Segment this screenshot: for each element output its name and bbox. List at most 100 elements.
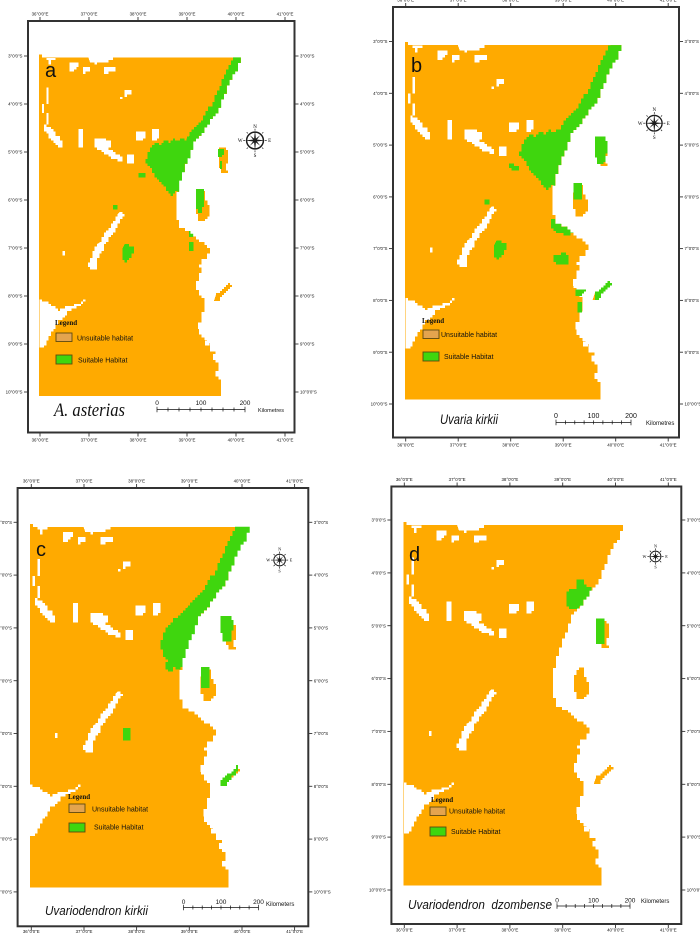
svg-text:b: b bbox=[411, 55, 422, 77]
svg-text:5°0'0"S: 5°0'0"S bbox=[685, 143, 699, 148]
svg-text:6°0'0"S: 6°0'0"S bbox=[685, 195, 699, 200]
svg-text:Kilometers: Kilometers bbox=[641, 899, 669, 905]
svg-text:10°0'0"S: 10°0'0"S bbox=[371, 402, 388, 407]
svg-text:S: S bbox=[653, 136, 656, 141]
svg-text:9°0'0"S: 9°0'0"S bbox=[685, 350, 699, 355]
svg-text:6°0'0"S: 6°0'0"S bbox=[314, 678, 328, 683]
svg-text:36°0'0"E: 36°0'0"E bbox=[23, 929, 40, 934]
svg-text:100: 100 bbox=[588, 413, 600, 420]
svg-text:3°0'0"S: 3°0'0"S bbox=[685, 39, 699, 44]
svg-text:3°0'0"S: 3°0'0"S bbox=[300, 54, 314, 59]
svg-text:100: 100 bbox=[216, 899, 227, 906]
svg-text:S: S bbox=[278, 569, 281, 574]
svg-text:37°0'0"E: 37°0'0"E bbox=[76, 929, 93, 934]
svg-text:36°0'0"E: 36°0'0"E bbox=[397, 443, 414, 448]
svg-text:S: S bbox=[654, 565, 657, 570]
svg-text:Unsuitable habitat: Unsuitable habitat bbox=[77, 336, 133, 343]
svg-text:Uvariodendron dzombense: Uvariodendron dzombense bbox=[408, 897, 552, 912]
svg-text:8°0'0"S: 8°0'0"S bbox=[0, 784, 12, 789]
svg-text:36°0'0"E: 36°0'0"E bbox=[32, 12, 49, 17]
svg-text:Kilometres: Kilometres bbox=[646, 421, 674, 427]
svg-text:41°0'0"E: 41°0'0"E bbox=[660, 928, 677, 933]
svg-text:8°0'0"S: 8°0'0"S bbox=[314, 784, 328, 789]
svg-text:9°0'0"S: 9°0'0"S bbox=[371, 835, 385, 840]
svg-text:4°0'0"S: 4°0'0"S bbox=[8, 102, 22, 107]
svg-text:N: N bbox=[278, 547, 281, 552]
svg-text:39°0'0"E: 39°0'0"E bbox=[181, 929, 198, 934]
svg-text:3°0'0"S: 3°0'0"S bbox=[687, 518, 700, 523]
svg-text:Suitable Habitat: Suitable Habitat bbox=[451, 829, 500, 836]
svg-text:41°0'0"E: 41°0'0"E bbox=[277, 438, 294, 443]
svg-text:6°0'0"S: 6°0'0"S bbox=[8, 198, 22, 203]
svg-text:38°0'0"E: 38°0'0"E bbox=[501, 928, 518, 933]
svg-text:6°0'0"S: 6°0'0"S bbox=[0, 678, 12, 683]
svg-text:E: E bbox=[667, 122, 670, 127]
svg-text:9°0'0"S: 9°0'0"S bbox=[300, 342, 314, 347]
svg-text:W: W bbox=[643, 554, 647, 559]
svg-text:4°0'0"S: 4°0'0"S bbox=[687, 571, 700, 576]
svg-text:38°0'0"E: 38°0'0"E bbox=[502, 443, 519, 448]
svg-text:100: 100 bbox=[588, 898, 599, 905]
svg-text:Unsuitable habitat: Unsuitable habitat bbox=[449, 809, 505, 816]
svg-text:Legend: Legend bbox=[431, 796, 453, 804]
svg-text:3°0'0"S: 3°0'0"S bbox=[371, 518, 385, 523]
svg-text:38°0'0"E: 38°0'0"E bbox=[130, 12, 147, 17]
svg-text:7°0'0"S: 7°0'0"S bbox=[0, 731, 12, 736]
svg-text:E: E bbox=[665, 554, 668, 559]
svg-text:3°0'0"S: 3°0'0"S bbox=[8, 54, 22, 59]
svg-text:0: 0 bbox=[155, 400, 159, 407]
svg-text:40°0'0"E: 40°0'0"E bbox=[607, 443, 624, 448]
svg-text:4°0'0"S: 4°0'0"S bbox=[371, 571, 385, 576]
svg-text:9°0'0"S: 9°0'0"S bbox=[314, 837, 328, 842]
svg-text:W: W bbox=[238, 139, 243, 144]
svg-text:4°0'0"S: 4°0'0"S bbox=[300, 102, 314, 107]
svg-text:10°0'0"S: 10°0'0"S bbox=[687, 888, 700, 893]
svg-text:10°0'0"S: 10°0'0"S bbox=[0, 890, 12, 895]
svg-text:200: 200 bbox=[253, 899, 264, 906]
svg-text:40°0'0"E: 40°0'0"E bbox=[234, 479, 251, 484]
svg-text:8°0'0"S: 8°0'0"S bbox=[373, 298, 387, 303]
svg-text:6°0'0"S: 6°0'0"S bbox=[687, 676, 700, 681]
svg-text:41°0'0"E: 41°0'0"E bbox=[660, 0, 677, 3]
svg-text:200: 200 bbox=[625, 898, 636, 905]
svg-text:4°0'0"S: 4°0'0"S bbox=[685, 91, 699, 96]
svg-text:37°0'0"E: 37°0'0"E bbox=[76, 479, 93, 484]
svg-text:10°0'0"S: 10°0'0"S bbox=[300, 390, 317, 395]
svg-text:41°0'0"E: 41°0'0"E bbox=[286, 479, 303, 484]
svg-text:200: 200 bbox=[240, 400, 251, 407]
svg-text:7°0'0"S: 7°0'0"S bbox=[687, 729, 700, 734]
svg-text:N: N bbox=[654, 544, 657, 549]
svg-text:7°0'0"S: 7°0'0"S bbox=[8, 246, 22, 251]
svg-text:37°0'0"E: 37°0'0"E bbox=[450, 0, 467, 3]
svg-text:Kilometers: Kilometers bbox=[266, 902, 294, 908]
svg-text:Uvaria kirkii: Uvaria kirkii bbox=[440, 411, 499, 427]
svg-text:7°0'0"S: 7°0'0"S bbox=[373, 246, 387, 251]
svg-text:3°0'0"S: 3°0'0"S bbox=[314, 520, 328, 525]
svg-text:Legend: Legend bbox=[422, 317, 444, 325]
svg-text:6°0'0"S: 6°0'0"S bbox=[371, 676, 385, 681]
svg-text:0: 0 bbox=[554, 413, 558, 420]
svg-text:0: 0 bbox=[182, 899, 186, 906]
svg-text:Suitable Habitat: Suitable Habitat bbox=[78, 358, 127, 365]
svg-text:5°0'0"S: 5°0'0"S bbox=[687, 623, 700, 628]
svg-text:37°0'0"E: 37°0'0"E bbox=[449, 928, 466, 933]
svg-text:41°0'0"E: 41°0'0"E bbox=[277, 12, 294, 17]
svg-text:37°0'0"E: 37°0'0"E bbox=[449, 477, 466, 482]
svg-text:10°0'0"S: 10°0'0"S bbox=[314, 890, 331, 895]
svg-text:9°0'0"S: 9°0'0"S bbox=[0, 837, 12, 842]
svg-text:38°0'0"E: 38°0'0"E bbox=[128, 929, 145, 934]
svg-text:Suitable Habitat: Suitable Habitat bbox=[444, 354, 493, 361]
svg-text:38°0'0"E: 38°0'0"E bbox=[502, 0, 519, 3]
svg-text:5°0'0"S: 5°0'0"S bbox=[300, 150, 314, 155]
svg-text:N: N bbox=[652, 108, 656, 113]
svg-text:7°0'0"S: 7°0'0"S bbox=[685, 246, 699, 251]
svg-text:5°0'0"S: 5°0'0"S bbox=[314, 626, 328, 631]
svg-text:Legend: Legend bbox=[68, 793, 90, 801]
svg-text:Unsuitable habitat: Unsuitable habitat bbox=[92, 807, 148, 814]
svg-text:Unsuitable habitat: Unsuitable habitat bbox=[441, 332, 497, 339]
svg-text:37°0'0"E: 37°0'0"E bbox=[81, 438, 98, 443]
svg-text:a: a bbox=[45, 60, 57, 82]
svg-text:37°0'0"E: 37°0'0"E bbox=[450, 443, 467, 448]
svg-text:100: 100 bbox=[196, 400, 207, 407]
svg-text:39°0'0"E: 39°0'0"E bbox=[554, 477, 571, 482]
